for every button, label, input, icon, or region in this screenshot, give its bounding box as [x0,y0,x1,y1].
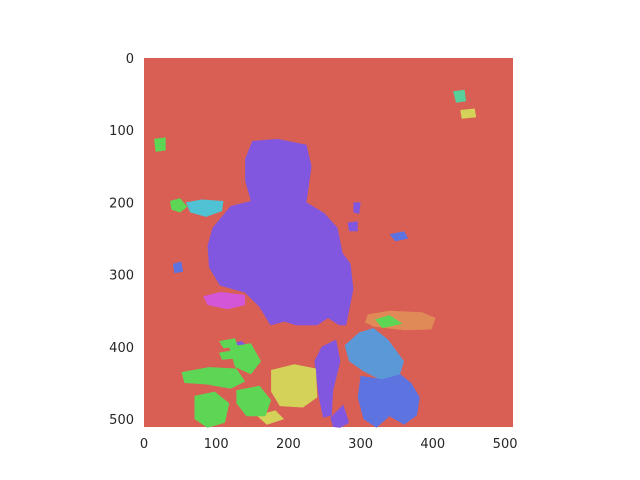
segment-person [207,138,354,326]
x-axis: 0 100 200 300 400 500 [140,437,518,452]
segment-yellow-top-right [460,108,477,119]
segment-green-blob-mid [229,343,261,375]
segment-dress-lower-purple [314,339,341,418]
segmentation-regions [154,89,477,428]
segment-dog-light-blue [344,328,404,381]
y-tick-label: 500 [109,413,134,428]
segment-green-dots-2 [219,349,238,360]
segment-green-left-edge [170,198,188,213]
segment-yellow-object [271,364,318,408]
segment-green-blob-mid-2 [236,385,272,417]
y-tick-label: 100 [109,124,134,139]
segment-cyan-object [185,199,224,217]
segment-green-blobs-left [181,367,246,389]
x-tick-label: 0 [140,437,148,452]
x-tick-label: 400 [420,437,445,452]
segment-purple-small-right [389,231,409,242]
y-tick-label: 300 [109,269,134,284]
segment-purple-small-mid [353,202,361,214]
segment-green-strip-right [375,315,403,329]
y-axis: 0 100 200 300 400 500 [109,52,134,428]
segment-green-dots-1 [219,338,238,349]
x-tick-label: 200 [276,437,301,452]
segment-dog-dark-blue [357,374,420,428]
segment-teal-top-right [453,89,467,103]
segment-blue-small-left [172,261,183,274]
x-tick-label: 300 [348,437,373,452]
y-tick-label: 0 [126,52,134,67]
x-tick-label: 500 [493,437,518,452]
y-tick-label: 400 [109,341,134,356]
y-tick-label: 200 [109,196,134,211]
segment-magenta-object [203,292,246,310]
segment-dress-lower-purple-2 [330,404,350,428]
plot-area [144,58,513,428]
x-tick-label: 100 [204,437,229,452]
segment-purple-small-mid-2 [347,221,358,232]
segment-green-top-left [154,137,166,152]
segment-green-blob-bottom [194,391,230,428]
